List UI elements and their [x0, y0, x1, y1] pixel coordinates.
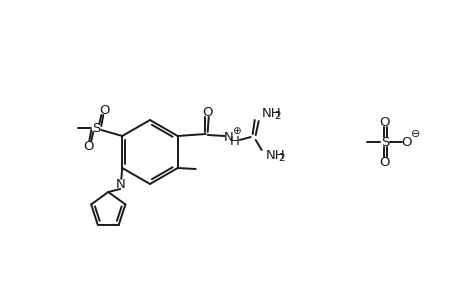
Text: S: S [380, 136, 388, 148]
Text: N: N [115, 178, 125, 190]
Text: ⊕: ⊕ [232, 126, 241, 136]
Text: ⊖: ⊖ [410, 129, 420, 139]
Text: O: O [202, 106, 213, 118]
Text: NH: NH [265, 148, 285, 161]
Text: O: O [99, 103, 109, 116]
Text: S: S [92, 122, 100, 134]
Text: N: N [224, 130, 233, 143]
Text: O: O [401, 136, 411, 148]
Text: NH: NH [261, 106, 281, 119]
Text: O: O [379, 155, 389, 169]
Text: O: O [379, 116, 389, 128]
Text: 2: 2 [274, 111, 281, 121]
Text: O: O [83, 140, 93, 152]
Text: 2: 2 [278, 153, 285, 163]
Text: H: H [230, 134, 239, 148]
